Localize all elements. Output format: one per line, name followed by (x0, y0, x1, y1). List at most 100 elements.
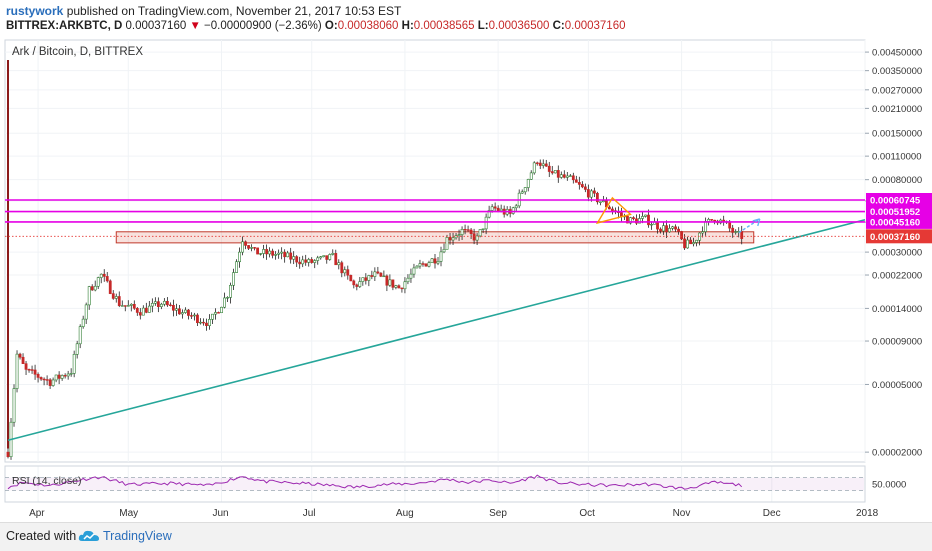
candle-body (592, 190, 596, 194)
candle-body (701, 231, 705, 234)
candle-body (484, 216, 488, 230)
candle-body (126, 305, 130, 307)
candle-body (713, 219, 717, 222)
price-tag-label: 0.00060745 (870, 196, 921, 207)
candle-body (394, 285, 398, 288)
candle-body (382, 275, 386, 278)
candle-body (391, 279, 395, 288)
candle-body (511, 207, 515, 214)
candle-body (111, 293, 115, 299)
candle-body (589, 190, 593, 198)
candle-body (93, 285, 97, 291)
candle-body (665, 225, 668, 233)
candle-body (235, 261, 238, 273)
candle-body (436, 261, 440, 264)
x-tick-label: Aug (396, 508, 414, 519)
y-tick-label: 0.00270000 (872, 85, 922, 96)
candle-body (559, 174, 563, 178)
candle-body (15, 353, 19, 389)
candle-body (496, 207, 500, 212)
tradingview-cloud-icon[interactable] (78, 528, 100, 544)
time-axis[interactable]: Apr May Jun Jul Aug Sep Oct Nov Dec 2018 (29, 508, 879, 519)
candle-body (586, 189, 590, 198)
candle-body (42, 378, 46, 381)
candle-body (310, 259, 314, 263)
candle-body (541, 163, 545, 166)
candle-body (535, 162, 539, 164)
candle-body (262, 249, 266, 254)
candle-body (340, 262, 344, 274)
x-tick-label: Oct (579, 508, 595, 519)
candle-body (367, 275, 371, 281)
x-tick-label: Jun (213, 508, 229, 519)
candle-body (514, 205, 518, 209)
price-axis[interactable]: 0.00450000 0.00350000 0.00270000 0.00210000… (865, 48, 932, 459)
candle-body (156, 301, 160, 307)
candle-body (205, 322, 208, 326)
candle-body (87, 286, 91, 306)
candle-body (601, 200, 605, 203)
created-with-text: Created with (6, 529, 77, 543)
candle-body (72, 354, 76, 374)
candle-body (469, 229, 473, 234)
candle-body (135, 307, 139, 313)
candle-body (153, 301, 157, 304)
candle-body (493, 206, 497, 209)
candle-body (331, 253, 335, 255)
candle-body (18, 353, 22, 358)
candle-body (415, 265, 419, 269)
candle-body (132, 303, 136, 309)
candle-body (283, 251, 287, 258)
candle-body (385, 275, 389, 286)
chart-background (0, 38, 932, 522)
y-tick-label: 0.00014000 (872, 304, 922, 315)
candle-body (120, 305, 124, 307)
symbol-label: BITTREX:ARKBTC, D (6, 20, 123, 32)
y-tick-label: 0.00210000 (872, 104, 922, 115)
candle-body (63, 375, 67, 377)
candle-body (424, 263, 428, 267)
candle-body (481, 228, 485, 230)
support-zone (115, 231, 755, 244)
high-value: 0.00038565 (413, 20, 475, 32)
candle-body (397, 285, 401, 289)
candle-body (21, 356, 25, 364)
candle-body (544, 163, 548, 167)
candle-body (129, 303, 133, 306)
x-tick-label: Sep (489, 508, 507, 519)
candle-body (620, 212, 623, 217)
candle-body (683, 238, 686, 249)
x-tick-label: Dec (763, 508, 781, 519)
candle-body (105, 276, 109, 282)
candle-body (677, 228, 680, 232)
candle-body (562, 174, 566, 178)
price-chart[interactable]: 0.00450000 0.00350000 0.00270000 0.00210000… (0, 38, 932, 522)
low-value: 0.00036500 (488, 20, 550, 32)
candle-body (547, 165, 551, 172)
candle-body (217, 312, 220, 314)
tradingview-brand[interactable]: TradingView (103, 529, 172, 543)
candle-body (439, 251, 443, 262)
candle-body (165, 300, 169, 306)
candle-body (674, 226, 677, 230)
candle-body (99, 273, 103, 278)
y-tick-label: 0.00002000 (872, 448, 922, 459)
candle-body (487, 210, 491, 218)
candle-body (740, 231, 744, 239)
candle-body (181, 312, 184, 315)
candle-body (277, 252, 281, 255)
author-name[interactable]: rustywork (6, 4, 64, 18)
candle-body (574, 179, 578, 183)
candle-body (57, 374, 61, 379)
candle-body (171, 305, 175, 311)
candle-body (337, 262, 341, 266)
candle-body (232, 272, 235, 286)
candle-body (361, 277, 365, 282)
publish-line: rustywork published on TradingView.com, … (6, 4, 401, 18)
candle-body (526, 179, 530, 188)
candle-body (286, 252, 290, 258)
candle-body (295, 256, 299, 263)
candle-body (343, 269, 347, 274)
y-tick-label: 0.00350000 (872, 66, 922, 77)
candle-body (695, 239, 699, 243)
